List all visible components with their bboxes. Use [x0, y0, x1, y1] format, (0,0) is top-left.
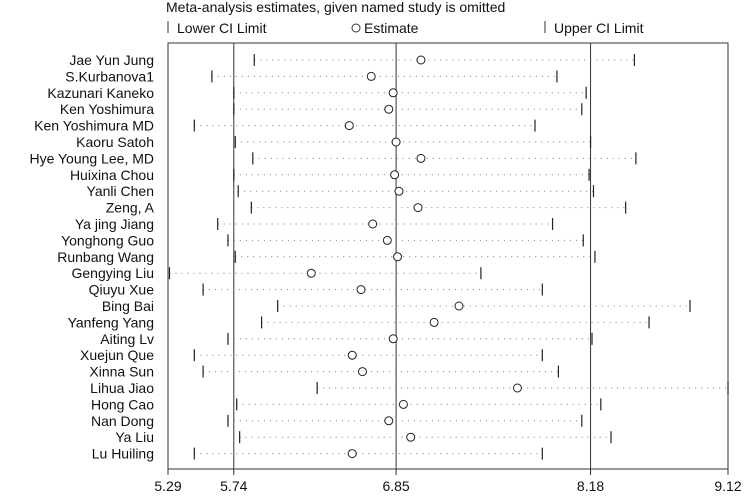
x-tick-label: 5.29 — [154, 478, 181, 494]
estimate-point — [413, 203, 423, 213]
study-label: Kazunari Kaneko — [47, 85, 154, 101]
study-label: Hye Young Lee, MD — [29, 150, 154, 166]
estimate-point — [344, 121, 354, 131]
study-label: Ya jing Jiang — [75, 216, 154, 232]
estimate-point — [398, 399, 408, 409]
estimate-point — [368, 219, 378, 229]
study-label: Hong Cao — [91, 396, 154, 412]
study-label: Lihua Jiao — [90, 380, 154, 396]
plot-frame — [167, 42, 729, 470]
study-label: Yanfeng Yang — [68, 314, 154, 330]
legend-estimate-marker — [351, 23, 361, 33]
estimate-point — [391, 137, 401, 147]
legend-upper-label: Upper CI Limit — [554, 20, 644, 36]
study-label: Yanli Chen — [87, 183, 154, 199]
study-label: Qiuyu Xue — [89, 282, 155, 298]
study-label: Ken Yoshimura — [60, 101, 154, 117]
x-tick-label: 8.18 — [577, 478, 604, 494]
estimate-point — [356, 285, 366, 295]
study-label: Gengying Liu — [71, 265, 154, 281]
legend: Lower CI Limit Estimate Upper CI Limit — [167, 20, 644, 36]
study-label: Ken Yoshimura MD — [34, 118, 154, 134]
estimate-point — [357, 367, 367, 377]
estimate-point — [390, 170, 400, 180]
estimate-point — [347, 449, 357, 459]
study-label: Nan Dong — [91, 413, 154, 429]
estimate-point — [384, 416, 394, 426]
estimate-point — [388, 88, 398, 98]
study-label: Bing Bai — [102, 298, 154, 314]
study-label: Xuejun Que — [80, 347, 154, 363]
study-label: Kaoru Satoh — [76, 134, 154, 150]
study-label: Huixina Chou — [70, 167, 154, 183]
x-tick-label: 9.12 — [714, 478, 741, 494]
study-label: Aiting Lv — [100, 331, 154, 347]
estimate-point — [406, 432, 416, 442]
estimate-point — [306, 268, 316, 278]
legend-estimate-label: Estimate — [364, 20, 419, 36]
chart-title: Meta-analysis estimates, given named stu… — [166, 0, 505, 15]
study-label: Zeng, A — [106, 200, 155, 216]
estimate-point — [429, 317, 439, 327]
study-label: Ya Liu — [115, 429, 154, 445]
study-label: S.Kurbanova1 — [65, 68, 154, 84]
estimate-point — [454, 301, 464, 311]
x-tick-label: 5.74 — [220, 478, 247, 494]
study-label: Yonghong Guo — [61, 232, 154, 248]
x-tick-label: 6.85 — [382, 478, 409, 494]
legend-lower-label: Lower CI Limit — [177, 20, 267, 36]
estimate-point — [393, 252, 403, 262]
estimate-point — [384, 104, 394, 114]
study-label: Jae Yun Jung — [69, 52, 154, 68]
estimate-point — [512, 383, 522, 393]
study-label: Lu Huiling — [92, 446, 154, 462]
estimate-point — [388, 334, 398, 344]
estimate-point — [416, 55, 426, 65]
estimate-point — [416, 153, 426, 163]
study-label: Xinna Sun — [89, 364, 154, 380]
estimate-point — [382, 235, 392, 245]
study-label: Runbang Wang — [57, 249, 154, 265]
estimate-point — [366, 71, 376, 81]
estimate-point — [394, 186, 404, 196]
estimate-point — [347, 350, 357, 360]
